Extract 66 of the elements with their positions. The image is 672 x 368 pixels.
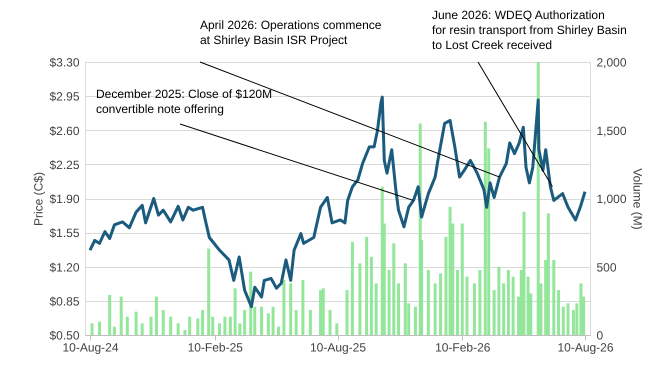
bar bbox=[478, 270, 482, 335]
bar bbox=[448, 206, 452, 335]
bar bbox=[112, 326, 116, 335]
bar bbox=[140, 323, 144, 335]
bar bbox=[484, 122, 487, 335]
y2-tick-label: 2,000 bbox=[596, 56, 627, 70]
bar bbox=[126, 316, 129, 335]
bar bbox=[492, 290, 496, 335]
bar bbox=[282, 280, 286, 335]
y2-tick-label: 1,000 bbox=[596, 192, 627, 206]
x-tick-label: 10-Feb-25 bbox=[188, 340, 244, 354]
y-tick-label: $3.30 bbox=[49, 56, 80, 70]
bar bbox=[434, 283, 437, 335]
y-tick-label: $2.25 bbox=[49, 158, 80, 172]
bar bbox=[350, 242, 354, 335]
y-tick-label: $0.50 bbox=[49, 328, 80, 342]
bar bbox=[345, 290, 348, 335]
bar bbox=[439, 273, 442, 335]
y-tick-label: $2.60 bbox=[49, 124, 80, 138]
bar bbox=[522, 212, 526, 335]
bar bbox=[176, 323, 180, 335]
bar bbox=[277, 326, 280, 335]
bar bbox=[169, 316, 172, 335]
bar bbox=[426, 270, 430, 335]
bar bbox=[322, 288, 325, 335]
bar bbox=[154, 296, 158, 335]
bar bbox=[223, 316, 226, 335]
y-tick-label: $1.20 bbox=[49, 260, 80, 274]
y-tick-label: $0.85 bbox=[49, 294, 80, 308]
bar bbox=[162, 310, 165, 335]
bar bbox=[404, 263, 407, 335]
x-tick-label: 10-Aug-25 bbox=[310, 340, 366, 354]
bar bbox=[546, 213, 550, 335]
bar bbox=[319, 290, 322, 335]
y2-axis-title: Volume (M) bbox=[630, 168, 645, 230]
annotation: April 2026: Operations commence at Shirley Basin ISR Project bbox=[200, 18, 382, 47]
y2-tick-label: 500 bbox=[596, 260, 617, 274]
bar bbox=[289, 283, 292, 335]
bar bbox=[150, 316, 153, 335]
bar bbox=[328, 310, 332, 335]
bar bbox=[207, 248, 210, 335]
annotation: December 2025: Close of $120M convertible note offering bbox=[96, 87, 272, 116]
x-tick-label: 10-Feb-26 bbox=[435, 340, 491, 354]
bar bbox=[98, 322, 101, 335]
bar bbox=[308, 310, 312, 335]
bar bbox=[335, 323, 338, 335]
y2-tick-label: 1,500 bbox=[596, 124, 627, 138]
bar bbox=[260, 306, 264, 335]
bar bbox=[294, 310, 298, 335]
bar bbox=[134, 312, 138, 335]
x-tick-label: 10-Aug-26 bbox=[557, 340, 614, 354]
bar bbox=[218, 323, 222, 335]
annotation: June 2026: WDEQ Authorization for resin transport from Shirley Basin to Lost Creek received bbox=[432, 8, 627, 52]
y-tick-label: $1.90 bbox=[49, 192, 80, 206]
x-tick-label: 10-Aug-24 bbox=[62, 340, 119, 354]
bar bbox=[120, 296, 123, 335]
bar bbox=[358, 263, 362, 335]
bar bbox=[90, 323, 94, 335]
bar bbox=[365, 236, 368, 335]
y-axis-title: Price (C$) bbox=[31, 172, 46, 226]
y-tick-label: $2.95 bbox=[49, 90, 80, 104]
y2-tick-label: 0 bbox=[596, 328, 604, 342]
bar bbox=[108, 295, 112, 335]
y-tick-label: $1.55 bbox=[49, 226, 80, 240]
bar bbox=[301, 280, 304, 335]
bar bbox=[472, 283, 476, 335]
